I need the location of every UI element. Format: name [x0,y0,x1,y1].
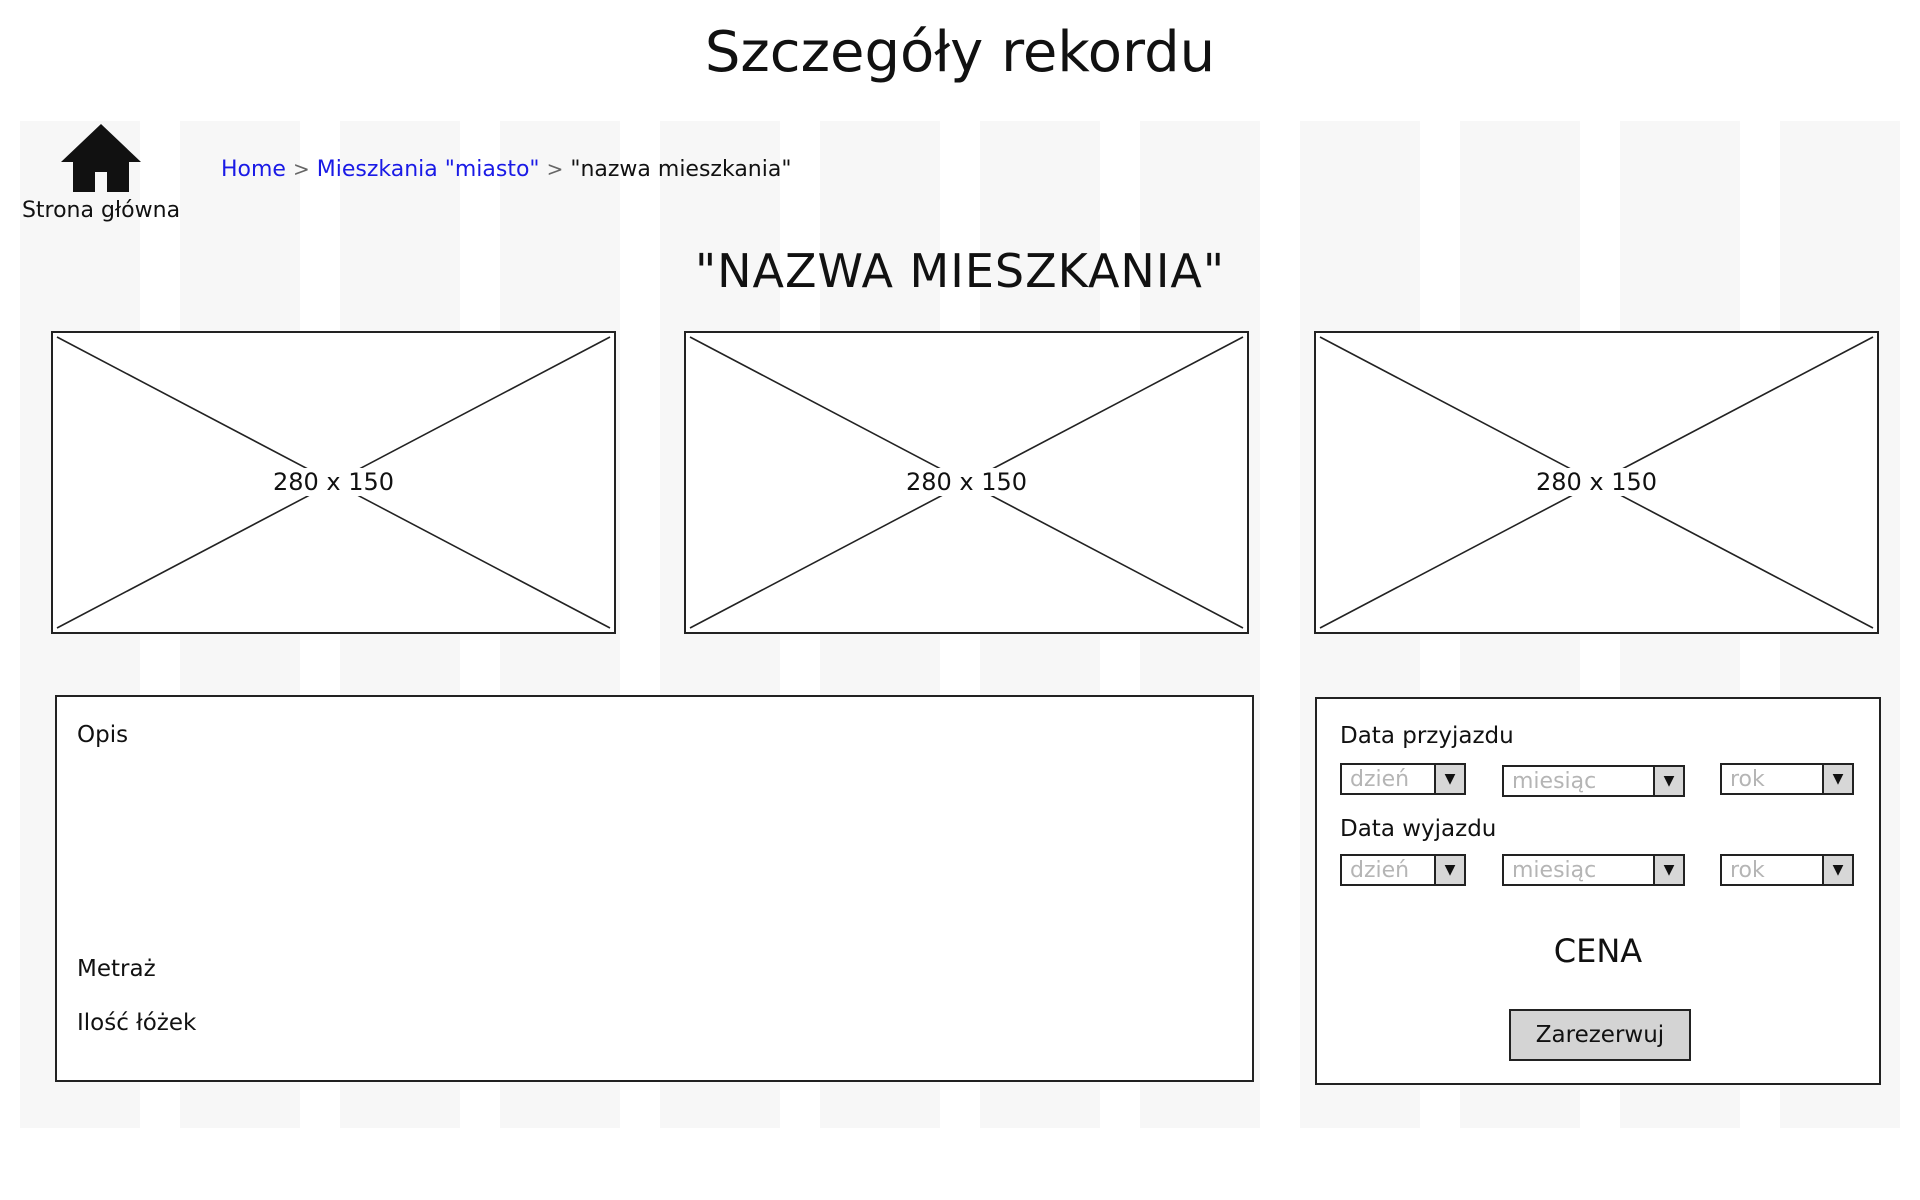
area-label: Metraż [77,956,156,982]
apartment-image-3[interactable]: 280 x 150 [1314,331,1879,634]
home-icon [61,124,141,192]
departure-year-select[interactable]: rok ▼ [1720,854,1854,886]
home-label: Strona główna [21,198,181,223]
arrival-day-select[interactable]: dzień ▼ [1340,763,1466,795]
apartment-image-1[interactable]: 280 x 150 [51,331,616,634]
departure-date-label: Data wyjazdu [1340,816,1497,842]
home-button[interactable]: Strona główna [20,122,182,224]
breadcrumb-current: "nazwa mieszkania" [570,157,792,182]
reserve-button[interactable]: Zarezerwuj [1509,1009,1691,1061]
breadcrumb-separator: > [546,157,564,181]
arrival-month-select[interactable]: miesiąc ▼ [1502,765,1685,797]
arrival-day-value: dzień [1350,767,1410,792]
description-label: Opis [77,722,129,748]
chevron-down-icon: ▼ [1434,765,1464,793]
breadcrumb-separator: > [292,157,310,181]
arrival-date-label: Data przyjazdu [1340,723,1514,749]
chevron-down-icon: ▼ [1653,767,1683,795]
departure-month-select[interactable]: miesiąc ▼ [1502,854,1685,886]
beds-label: Ilość łóżek [77,1010,197,1036]
image-size-label: 280 x 150 [1531,468,1662,496]
chevron-down-icon: ▼ [1653,856,1683,884]
apartment-name: "NAZWA MIESZKANIA" [694,244,1226,298]
chevron-down-icon: ▼ [1434,856,1464,884]
arrival-month-value: miesiąc [1512,769,1597,794]
price-label: CENA [1553,932,1643,970]
breadcrumb-home-link[interactable]: Home [221,157,286,182]
departure-month-value: miesiąc [1512,858,1597,883]
image-size-label: 280 x 150 [901,468,1032,496]
booking-panel: Data przyjazdu dzień ▼ miesiąc ▼ rok ▼ D… [1315,697,1881,1085]
chevron-down-icon: ▼ [1822,765,1852,793]
breadcrumb: Home > Mieszkania "miasto" > "nazwa mieszkan… [221,154,791,185]
breadcrumb-city-link[interactable]: Mieszkania "miasto" [316,157,540,182]
arrival-year-value: rok [1730,767,1765,792]
departure-day-select[interactable]: dzień ▼ [1340,854,1466,886]
description-panel: Opis Metraż Ilość łóżek [55,695,1254,1082]
departure-day-value: dzień [1350,858,1410,883]
image-size-label: 280 x 150 [268,468,399,496]
arrival-year-select[interactable]: rok ▼ [1720,763,1854,795]
page-title: Szczegóły rekordu [704,20,1216,85]
chevron-down-icon: ▼ [1822,856,1852,884]
departure-year-value: rok [1730,858,1765,883]
apartment-image-2[interactable]: 280 x 150 [684,331,1249,634]
